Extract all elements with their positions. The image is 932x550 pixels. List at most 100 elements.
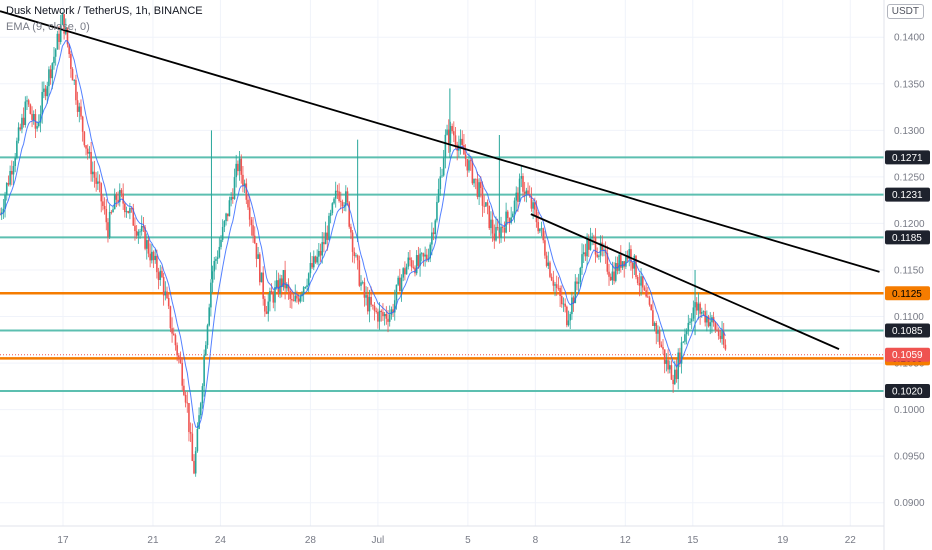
candle-down xyxy=(370,296,372,305)
candle-down xyxy=(662,347,664,350)
candle-up xyxy=(206,325,209,346)
candle-down xyxy=(412,267,415,269)
currency-badge[interactable]: USDT xyxy=(886,4,924,19)
candle-up xyxy=(345,191,347,206)
candle-up xyxy=(201,386,204,404)
candle-down xyxy=(174,335,177,346)
candle-up xyxy=(618,254,620,271)
candle-up xyxy=(574,281,577,304)
candle-up xyxy=(390,309,393,315)
candle-down xyxy=(550,276,553,281)
candle-up xyxy=(16,140,18,158)
candle-down xyxy=(167,298,170,307)
candle-up xyxy=(420,253,423,255)
candle-down xyxy=(291,298,293,301)
candle-up xyxy=(129,208,131,213)
candle-up xyxy=(518,178,521,202)
candle-up xyxy=(321,242,324,256)
candle-up xyxy=(449,126,452,144)
y-tick-label: 0.1100 xyxy=(894,312,924,323)
candle-up xyxy=(677,352,679,380)
candle-down xyxy=(98,181,101,184)
candle-up xyxy=(194,451,197,474)
candle-up xyxy=(304,287,307,288)
candle-up xyxy=(59,24,62,42)
candle-down xyxy=(339,200,342,202)
candle-down xyxy=(81,116,84,132)
candle-up xyxy=(4,195,6,209)
indicator-legend[interactable]: EMA (9, close, 0) xyxy=(6,21,90,33)
candle-up xyxy=(91,171,94,175)
candle-up xyxy=(73,80,76,81)
candle-down xyxy=(620,254,622,268)
candle-down xyxy=(557,287,560,289)
candle-down xyxy=(272,294,275,303)
y-tick-label: 0.0900 xyxy=(894,498,925,509)
candle-up xyxy=(442,157,445,176)
level-tag-0.1085-bg xyxy=(885,323,930,338)
trendline-1 xyxy=(0,10,880,273)
candle-down xyxy=(270,291,273,295)
candle-up xyxy=(485,202,487,207)
candle-up xyxy=(680,342,683,364)
ema-line xyxy=(0,39,726,428)
candle-up xyxy=(260,272,263,283)
candle-down xyxy=(85,145,87,149)
candle-up xyxy=(721,331,723,339)
candle-up xyxy=(112,209,114,213)
candle-up xyxy=(2,208,5,213)
candle-down xyxy=(608,271,610,277)
candle-up xyxy=(515,192,518,201)
x-tick-label: 15 xyxy=(687,535,699,546)
candle-down xyxy=(606,252,609,272)
candle-down xyxy=(171,328,173,334)
candle-series xyxy=(0,12,727,477)
candle-down xyxy=(70,54,72,69)
candle-down xyxy=(297,298,300,302)
candle-down xyxy=(157,272,160,281)
candle-up xyxy=(690,318,693,322)
candle-up xyxy=(657,330,659,334)
candle-down xyxy=(630,249,632,263)
candle-up xyxy=(306,285,308,288)
candle-up xyxy=(113,194,116,210)
candle-down xyxy=(358,260,361,286)
price-axis[interactable]: 0.1400 0.1350 0.1300 0.1250 0.1200 0.1150 0.11… xyxy=(883,0,925,550)
candle-down xyxy=(496,227,499,229)
candle-down xyxy=(130,208,133,209)
time-axis[interactable]: 17 21 24 28 Jul 5 8 12 15 19 22 xyxy=(0,525,884,546)
candle-down xyxy=(356,255,359,261)
candle-up xyxy=(393,300,396,313)
candle-up xyxy=(395,284,398,301)
candle-down xyxy=(314,256,317,263)
candle-down xyxy=(635,255,637,278)
candle-up xyxy=(154,255,157,261)
candle-up xyxy=(424,254,426,257)
candle-down xyxy=(655,323,658,334)
candle-up xyxy=(614,263,617,281)
candle-up xyxy=(108,211,111,238)
candle-up xyxy=(512,213,514,218)
candle-up xyxy=(500,226,502,238)
candle-down xyxy=(559,287,561,297)
candle-down xyxy=(594,237,597,255)
candle-up xyxy=(97,181,99,184)
chart-grid xyxy=(0,0,884,526)
candle-up xyxy=(257,254,259,259)
horizontal-levels xyxy=(0,156,884,393)
candle-up xyxy=(459,138,462,145)
candle-down xyxy=(636,277,639,283)
candle-down xyxy=(144,227,146,249)
candle-down xyxy=(149,253,151,261)
candle-down xyxy=(284,270,286,289)
y-tick-label: 0.1000 xyxy=(894,405,925,416)
candle-up xyxy=(215,259,217,261)
candle-down xyxy=(186,402,189,404)
candle-up xyxy=(225,213,227,222)
candle-up xyxy=(571,297,573,315)
candle-up xyxy=(446,129,448,135)
candle-down xyxy=(179,357,182,363)
candle-down xyxy=(68,44,70,55)
candle-up xyxy=(233,177,236,200)
